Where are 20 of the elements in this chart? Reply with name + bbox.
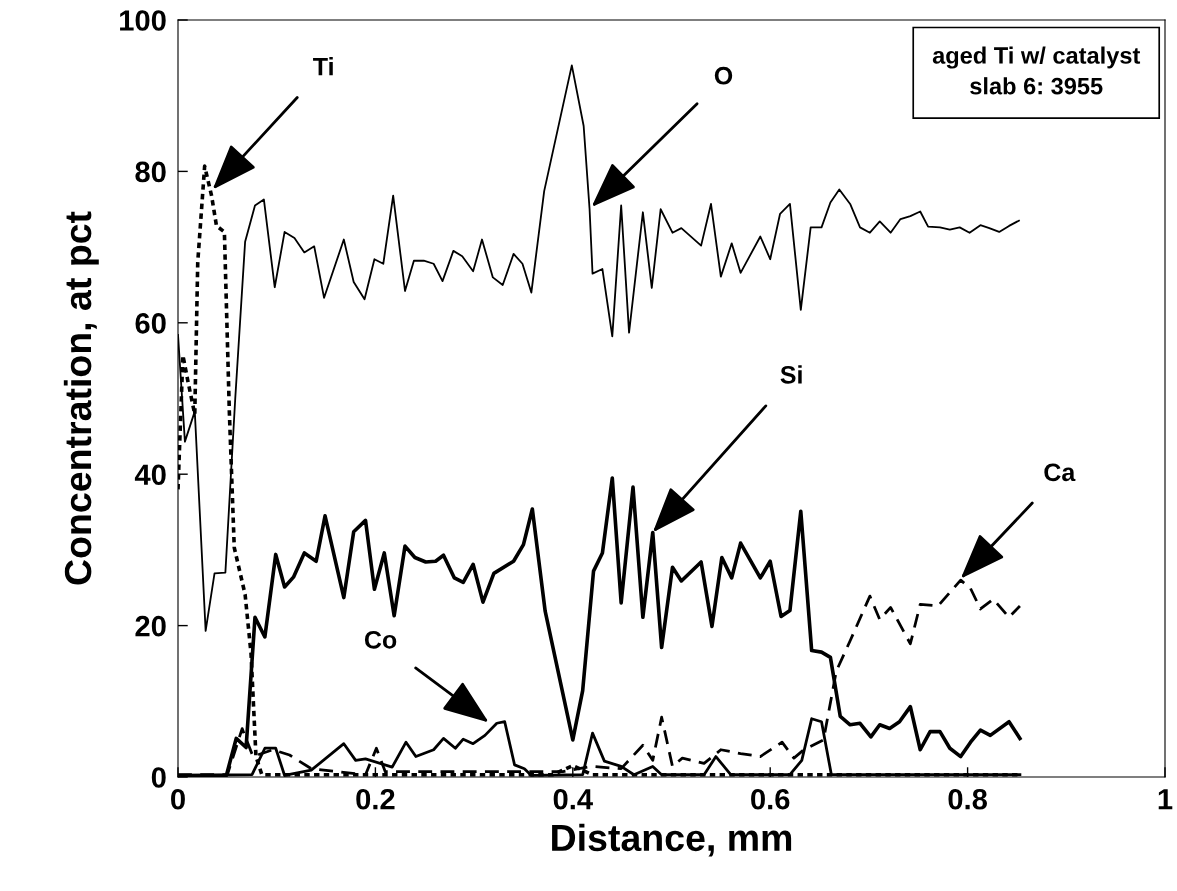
annotation: Ca [1044,463,1076,482]
x-tick-label: 0.6 [751,788,790,810]
y-tick-label: 60 [135,313,166,334]
annotation: Co [364,630,397,649]
x-tick-label: 1 [1158,789,1173,810]
y-tick-label: 80 [135,161,166,183]
annotation: Si [780,365,802,384]
annotation: Ti [313,57,333,76]
annotation: O [714,66,733,85]
y-tick-label: 0 [151,767,166,788]
annotation: aged Ti w/ catalyst slab 6: 3955 [932,46,1141,95]
y-tick-label: 100 [120,10,166,31]
y-tick-label: 20 [135,615,166,637]
x-tick-label: 0 [171,788,185,810]
x-tick-label: 0.4 [553,788,593,810]
x-axis-title: Distance, mm [552,823,792,857]
y-axis-title: Concentration, at pct [63,211,99,585]
x-tick-label: 0.8 [948,788,987,810]
y-tick-label: 40 [134,464,166,486]
x-tick-label: 0.2 [356,788,395,810]
